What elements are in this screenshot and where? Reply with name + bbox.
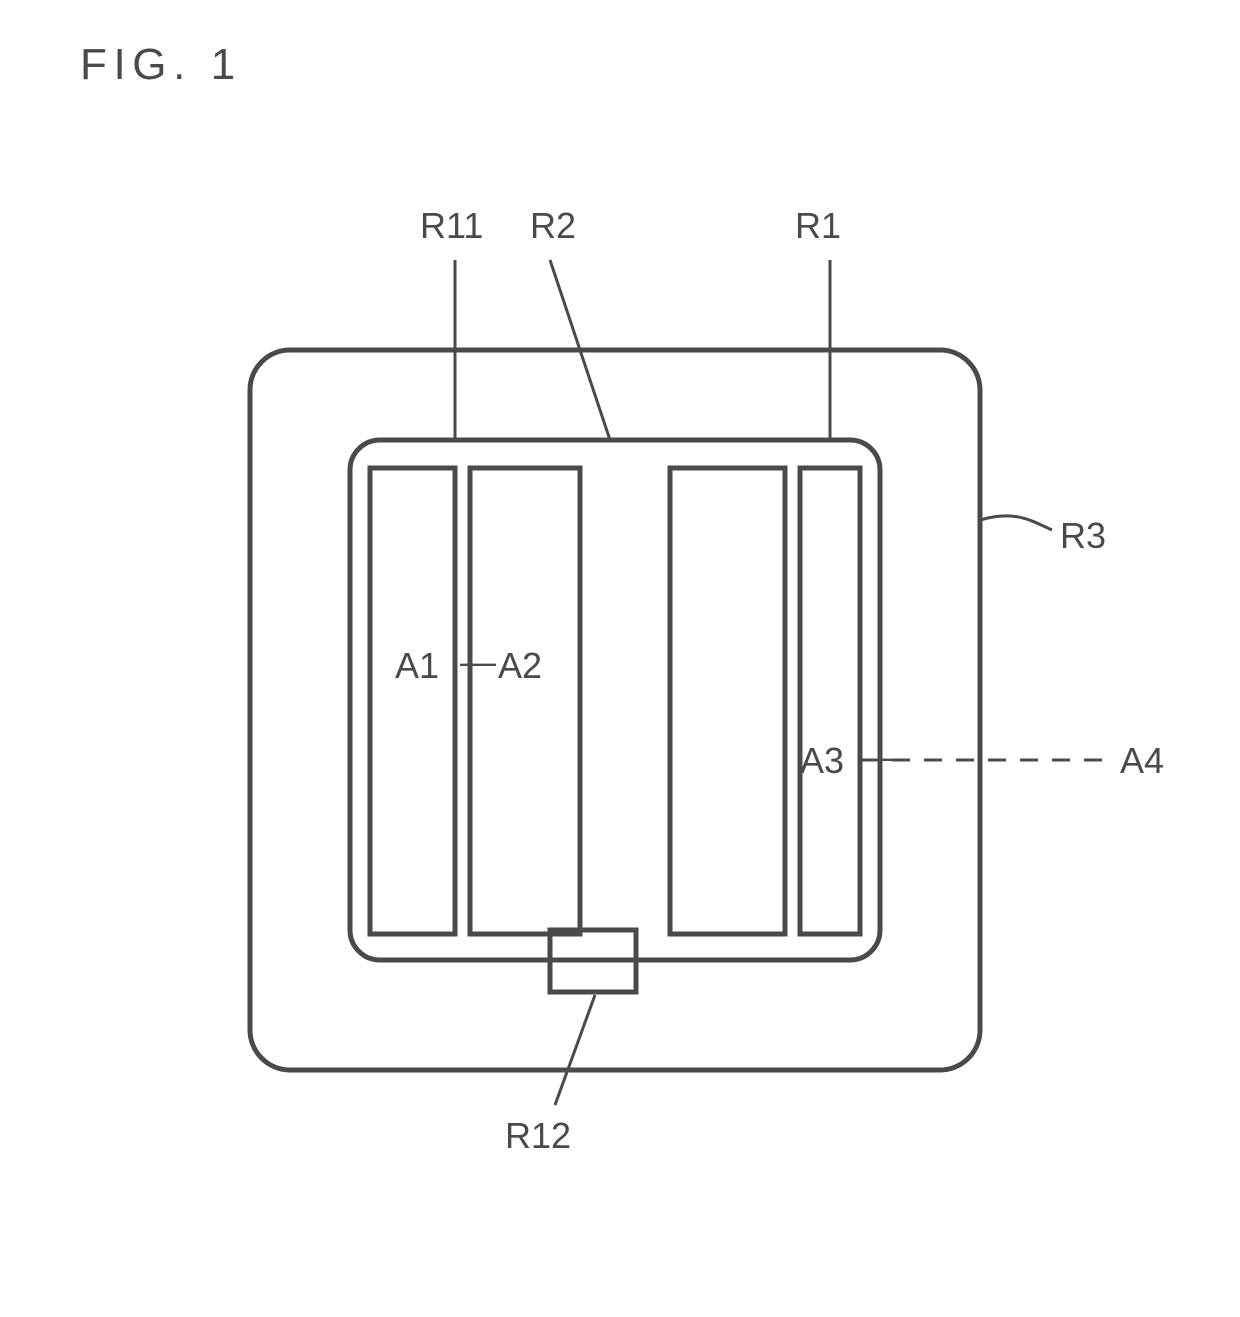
label-A3: A3 [800,740,844,782]
label-A2: A2 [498,645,542,687]
leader-R12 [555,995,595,1105]
bar-region-2 [470,468,580,934]
label-R2: R2 [530,205,576,247]
bar-region-4 [800,468,860,934]
diagram-svg [0,0,1240,1317]
bar-region-1 [370,468,455,934]
label-A4: A4 [1120,740,1164,782]
label-R12: R12 [505,1115,571,1157]
leader-R3 [980,516,1052,530]
label-R1: R1 [795,205,841,247]
label-R11: R11 [420,205,483,247]
label-A1: A1 [395,645,439,687]
bar-region-3 [670,468,785,934]
label-A3-dash: — [862,736,898,778]
label-A1-A2-dash: — [460,641,496,683]
label-R3: R3 [1060,515,1106,557]
